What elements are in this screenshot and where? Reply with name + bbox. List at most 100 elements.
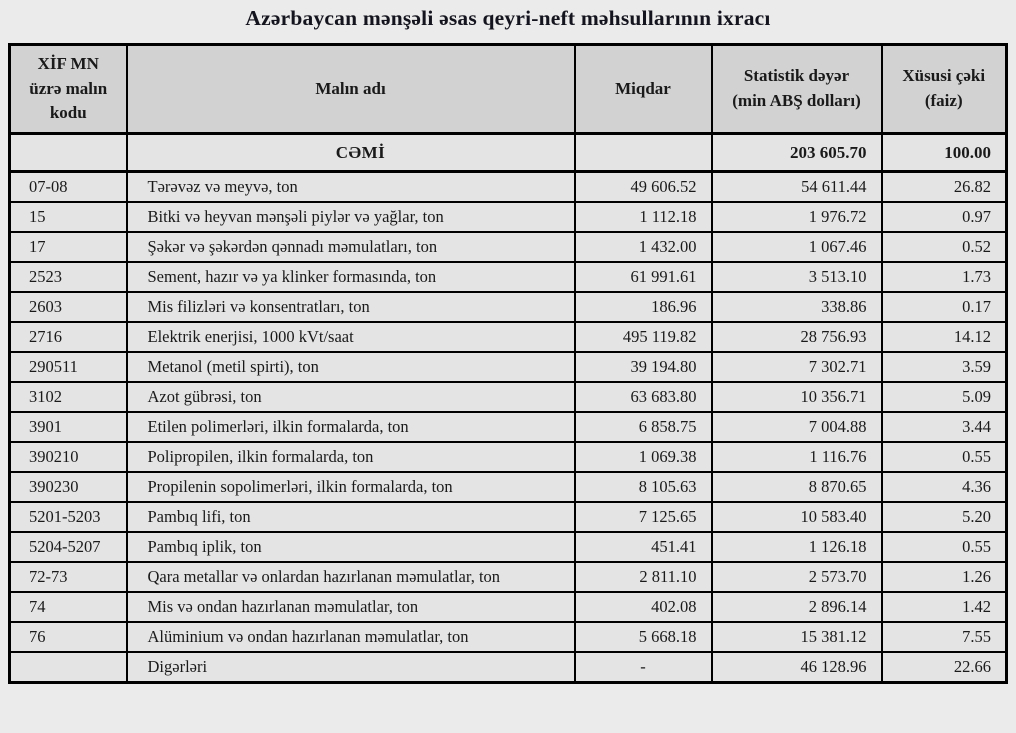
- cell-quantity: 1 432.00: [573, 231, 713, 263]
- cell-share: 0.52: [880, 231, 1008, 263]
- total-cell-share: 100.00: [880, 132, 1008, 173]
- cell-share: 22.66: [880, 651, 1008, 684]
- table-row: 72-73 Qara metallar və onlardan hazırlan…: [8, 561, 1008, 593]
- table-row: 2603 Mis filizləri və konsentratları, to…: [8, 291, 1008, 323]
- cell-code: 76: [8, 621, 128, 653]
- cell-quantity: 63 683.80: [573, 381, 713, 413]
- table-row: Digərləri - 46 128.96 22.66: [8, 651, 1008, 684]
- cell-code: 07-08: [8, 170, 128, 203]
- cell-quantity: -: [573, 651, 713, 684]
- cell-share: 3.44: [880, 411, 1008, 443]
- cell-code: 3901: [8, 411, 128, 443]
- cell-code: 74: [8, 591, 128, 623]
- table-header-row: XİF MN üzrə malın kodu Malın adı Miqdar …: [8, 43, 1008, 135]
- cell-share: 1.73: [880, 261, 1008, 293]
- cell-quantity: 49 606.52: [573, 170, 713, 203]
- cell-value: 3 513.10: [710, 261, 883, 293]
- cell-name: Sement, hazır və ya klinker formasında, …: [125, 261, 576, 293]
- cell-code: 290511: [8, 351, 128, 383]
- table-row: 5201-5203 Pambıq lifi, ton 7 125.65 10 5…: [8, 501, 1008, 533]
- cell-value: 2 573.70: [710, 561, 883, 593]
- table-row: 2523 Sement, hazır və ya klinker forması…: [8, 261, 1008, 293]
- cell-name: Elektrik enerjisi, 1000 kVt/saat: [125, 321, 576, 353]
- cell-name: Pambıq iplik, ton: [125, 531, 576, 563]
- exports-table: XİF MN üzrə malın kodu Malın adı Miqdar …: [8, 43, 1008, 684]
- cell-code: 72-73: [8, 561, 128, 593]
- table-row: 3901 Etilen polimerləri, ilkin formalard…: [8, 411, 1008, 443]
- table-row: 17 Şəkər və şəkərdən qənnadı məmulatları…: [8, 231, 1008, 263]
- cell-name: Metanol (metil spirti), ton: [125, 351, 576, 383]
- cell-share: 5.20: [880, 501, 1008, 533]
- cell-quantity: 451.41: [573, 531, 713, 563]
- cell-value: 1 116.76: [710, 441, 883, 473]
- cell-name: Etilen polimerləri, ilkin formalarda, to…: [125, 411, 576, 443]
- col-header-share: Xüsusi çəki (faiz): [880, 43, 1008, 135]
- document-page: Azərbaycan mənşəli əsas qeyri-neft məhsu…: [0, 6, 1016, 684]
- cell-value: 7 302.71: [710, 351, 883, 383]
- cell-value: 54 611.44: [710, 170, 883, 203]
- cell-value: 15 381.12: [710, 621, 883, 653]
- total-cell-name: CƏMİ: [125, 132, 576, 173]
- cell-name: Alüminium və ondan hazırlanan məmulatlar…: [125, 621, 576, 653]
- cell-name: Qara metallar və onlardan hazırlanan məm…: [125, 561, 576, 593]
- cell-share: 0.97: [880, 201, 1008, 233]
- total-cell-quantity: [573, 132, 713, 173]
- cell-value: 1 067.46: [710, 231, 883, 263]
- cell-value: 28 756.93: [710, 321, 883, 353]
- table-row: 290511 Metanol (metil spirti), ton 39 19…: [8, 351, 1008, 383]
- cell-code: 2523: [8, 261, 128, 293]
- page-title: Azərbaycan mənşəli əsas qeyri-neft məhsu…: [245, 6, 771, 30]
- cell-share: 14.12: [880, 321, 1008, 353]
- cell-name: Mis filizləri və konsentratları, ton: [125, 291, 576, 323]
- cell-share: 4.36: [880, 471, 1008, 503]
- cell-code: 15: [8, 201, 128, 233]
- cell-value: 10 583.40: [710, 501, 883, 533]
- cell-quantity: 2 811.10: [573, 561, 713, 593]
- cell-share: 26.82: [880, 170, 1008, 203]
- cell-code: 390230: [8, 471, 128, 503]
- cell-code: 2716: [8, 321, 128, 353]
- cell-value: 8 870.65: [710, 471, 883, 503]
- table-row: 15 Bitki və heyvan mənşəli piylər və yağ…: [8, 201, 1008, 233]
- table-row: 390210 Polipropilen, ilkin formalarda, t…: [8, 441, 1008, 473]
- cell-quantity: 1 112.18: [573, 201, 713, 233]
- cell-share: 0.55: [880, 531, 1008, 563]
- cell-code: [8, 651, 128, 684]
- cell-share: 5.09: [880, 381, 1008, 413]
- cell-name: Tərəvəz və meyvə, ton: [125, 170, 576, 203]
- cell-name: Propilenin sopolimerləri, ilkin formalar…: [125, 471, 576, 503]
- cell-quantity: 5 668.18: [573, 621, 713, 653]
- cell-share: 0.17: [880, 291, 1008, 323]
- cell-value: 1 126.18: [710, 531, 883, 563]
- cell-value: 7 004.88: [710, 411, 883, 443]
- table-row: 07-08 Tərəvəz və meyvə, ton 49 606.52 54…: [8, 170, 1008, 203]
- cell-quantity: 495 119.82: [573, 321, 713, 353]
- col-header-name: Malın adı: [125, 43, 576, 135]
- table-row: 74 Mis və ondan hazırlanan məmulatlar, t…: [8, 591, 1008, 623]
- cell-quantity: 1 069.38: [573, 441, 713, 473]
- cell-value: 1 976.72: [710, 201, 883, 233]
- cell-name: Şəkər və şəkərdən qənnadı məmulatları, t…: [125, 231, 576, 263]
- cell-value: 46 128.96: [710, 651, 883, 684]
- cell-share: 0.55: [880, 441, 1008, 473]
- cell-quantity: 402.08: [573, 591, 713, 623]
- table-total-section: CƏMİ 203 605.70 100.00: [8, 132, 1008, 173]
- cell-code: 2603: [8, 291, 128, 323]
- table-row: 2716 Elektrik enerjisi, 1000 kVt/saat 49…: [8, 321, 1008, 353]
- cell-value: 10 356.71: [710, 381, 883, 413]
- cell-quantity: 7 125.65: [573, 501, 713, 533]
- cell-quantity: 8 105.63: [573, 471, 713, 503]
- total-row: CƏMİ 203 605.70 100.00: [8, 132, 1008, 173]
- cell-value: 338.86: [710, 291, 883, 323]
- cell-value: 2 896.14: [710, 591, 883, 623]
- cell-share: 1.42: [880, 591, 1008, 623]
- table-row: 5204-5207 Pambıq iplik, ton 451.41 1 126…: [8, 531, 1008, 563]
- cell-name: Mis və ondan hazırlanan məmulatlar, ton: [125, 591, 576, 623]
- cell-code: 3102: [8, 381, 128, 413]
- cell-quantity: 186.96: [573, 291, 713, 323]
- cell-name: Polipropilen, ilkin formalarda, ton: [125, 441, 576, 473]
- cell-share: 7.55: [880, 621, 1008, 653]
- cell-share: 3.59: [880, 351, 1008, 383]
- cell-code: 390210: [8, 441, 128, 473]
- cell-quantity: 61 991.61: [573, 261, 713, 293]
